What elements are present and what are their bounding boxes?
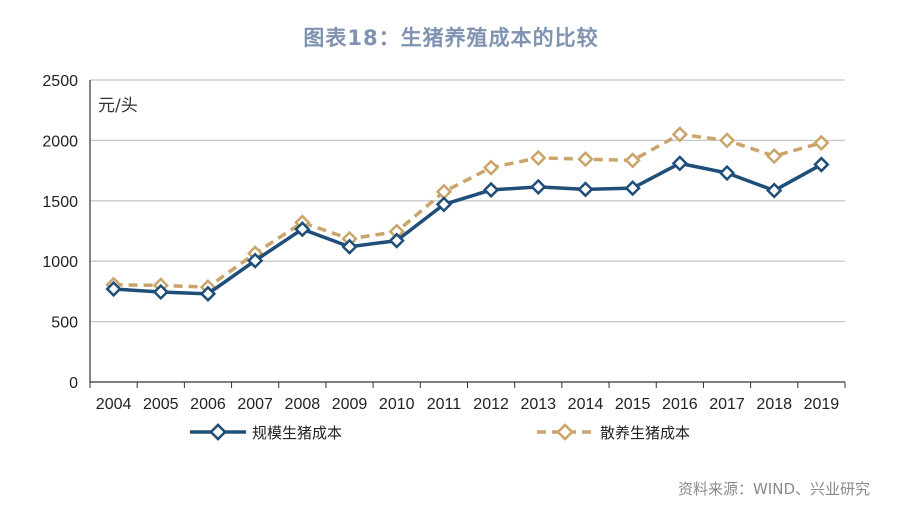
- data-point: [530, 149, 547, 167]
- y-tick-labels: 0 500 1000 1500 2000 2500: [42, 73, 78, 392]
- data-point: [813, 156, 830, 173]
- data-point: [577, 150, 594, 168]
- x-tick-label: 2009: [332, 396, 368, 413]
- x-tick-label: 2006: [190, 396, 226, 413]
- series-line: [113, 132, 822, 289]
- data-point: [671, 155, 688, 172]
- series-1: [105, 126, 830, 296]
- axes: [89, 80, 845, 383]
- data-point: [199, 285, 217, 302]
- x-tick-label: 2011: [427, 396, 462, 413]
- data-point: [152, 283, 169, 301]
- y-tick-label: 500: [51, 315, 78, 332]
- unit-label: 元/头: [98, 96, 138, 116]
- legend-label-backyard: 散养生猪成本: [600, 424, 690, 442]
- legend-label-scale: 规模生猪成本: [252, 424, 342, 442]
- x-tick-label: 2012: [473, 396, 509, 413]
- data-point: [624, 152, 641, 169]
- x-tick-label: 2010: [379, 396, 415, 413]
- data-point: [341, 238, 358, 255]
- x-tick-label: 2004: [96, 396, 132, 413]
- data-point: [718, 132, 736, 149]
- y-tick-label: 2500: [42, 73, 78, 90]
- data-point: [766, 182, 783, 199]
- data-point: [294, 221, 311, 238]
- data-point: [388, 223, 405, 240]
- x-tick-label: 2005: [143, 396, 179, 413]
- data-point: [813, 134, 830, 151]
- legend-marker-scale: [209, 423, 227, 441]
- data-point: [388, 232, 405, 249]
- data-point: [718, 164, 736, 182]
- x-tick-label: 2007: [237, 396, 273, 413]
- data-point: [624, 179, 641, 197]
- y-tick-label: 1500: [42, 194, 78, 211]
- x-tick-label: 2013: [520, 396, 556, 413]
- y-tick-label: 1000: [42, 254, 78, 271]
- series-line: [113, 161, 823, 296]
- y-tick-label: 0: [69, 375, 78, 392]
- legend: 规模生猪成本 散养生猪成本: [190, 423, 690, 442]
- legend-marker-backyard: [556, 423, 574, 441]
- legend-item-scale: 规模生猪成本: [190, 423, 342, 442]
- x-tick-label: 2008: [285, 396, 321, 413]
- y-tick-label: 2000: [42, 133, 78, 150]
- series-0: [105, 155, 830, 302]
- x-tick-labels: 2004 2005 2006 2007 2008 2009 2010 2011 2012 2013…: [89, 382, 846, 413]
- data-point: [482, 181, 500, 199]
- data-point: [435, 196, 453, 213]
- x-tick-label: 2018: [756, 396, 792, 413]
- x-tick-label: 2015: [615, 396, 651, 413]
- source-note: 资料来源：WIND、兴业研究: [677, 480, 870, 498]
- data-point: [577, 181, 594, 198]
- x-tick-label: 2019: [804, 396, 840, 413]
- chart-title: 图表18：生猪养殖成本的比较: [303, 26, 599, 50]
- data-point: [482, 159, 500, 176]
- x-tick-label: 2014: [568, 396, 604, 413]
- legend-item-backyard: 散养生猪成本: [537, 423, 690, 442]
- data-point: [105, 280, 122, 298]
- data-point: [247, 252, 264, 269]
- data-point: [766, 147, 783, 165]
- x-tick-label: 2017: [709, 396, 745, 413]
- series-layer: [105, 126, 830, 302]
- gridlines: [90, 79, 845, 323]
- data-point: [530, 178, 547, 196]
- x-tick-label: 2016: [662, 396, 698, 413]
- data-point: [671, 126, 688, 143]
- data-point: [435, 183, 453, 200]
